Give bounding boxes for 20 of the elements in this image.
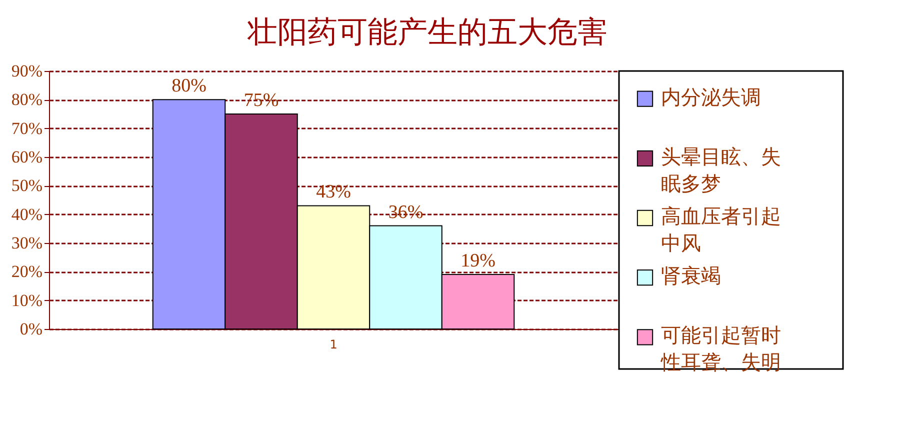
legend-label: 可能引起暂时性耳聋、失明: [660, 323, 781, 374]
legend-label: 头晕目眩、失眠多梦: [661, 144, 781, 196]
data-label: 19%: [460, 250, 496, 272]
legend-label: 肾衰竭: [661, 264, 721, 288]
y-tick-label: 70%: [11, 118, 42, 138]
chart-title: 壮阳药可能产生的五大危害: [246, 15, 608, 50]
x-tick-label: 1: [330, 338, 338, 352]
y-tick-label: 90%: [11, 62, 42, 80]
y-tick-label: 80%: [11, 90, 42, 110]
y-tick-label: 40%: [11, 204, 42, 224]
y-tick-label: 30%: [11, 234, 42, 252]
y-tick-label: 20%: [11, 262, 42, 282]
data-label: 43%: [316, 182, 352, 203]
y-tick-label: 50%: [11, 176, 42, 196]
legend-label: 高血压者引起中风: [661, 204, 781, 255]
y-tick-label: 10%: [11, 290, 42, 310]
y-tick-label: 60%: [11, 148, 42, 166]
y-tick-label: 0%: [20, 320, 42, 338]
legend-label: 内分泌失调: [661, 84, 761, 109]
data-label: 80%: [172, 76, 207, 97]
